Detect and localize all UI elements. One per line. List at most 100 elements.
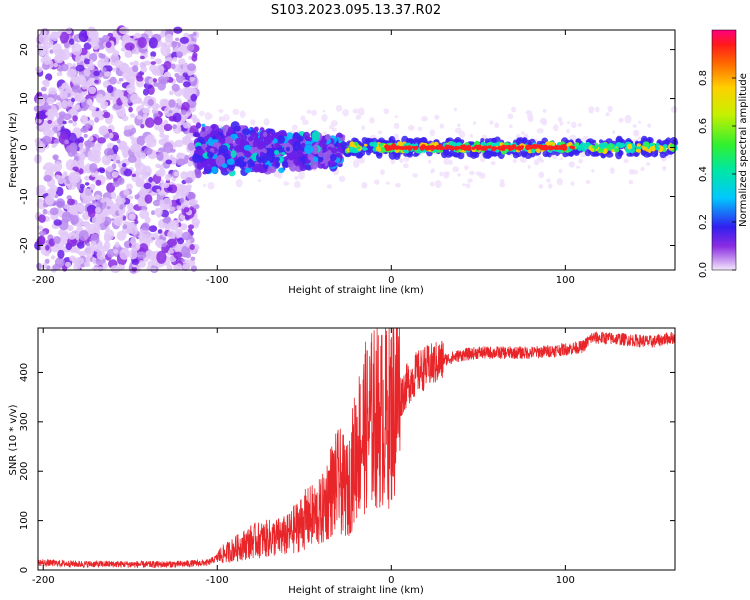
noise-speckle (45, 111, 50, 116)
noise-speckle (67, 198, 75, 206)
noise-speckle (44, 195, 55, 206)
noise-speckle (157, 229, 163, 234)
faint-speckle (326, 184, 333, 189)
carrier-core (643, 141, 650, 148)
noise-speckle (111, 171, 119, 178)
noise-speckle (43, 46, 48, 52)
noise-speckle (58, 229, 65, 236)
colorbar-tick-label: 0.4 (698, 166, 709, 182)
noise-speckle (168, 99, 176, 108)
noise-speckle (104, 229, 115, 241)
noise-speckle (126, 98, 132, 104)
noise-speckle (175, 37, 180, 41)
noise-speckle (168, 206, 175, 212)
faint-speckle (321, 114, 328, 122)
carrier-halo (366, 146, 374, 154)
noise-speckle (130, 143, 140, 153)
carrier-halo (469, 141, 474, 146)
noise-speckle (120, 95, 125, 101)
faint-speckle (263, 118, 270, 126)
faint-speckle (577, 123, 582, 127)
noise-speckle (47, 105, 52, 110)
noise-speckle (106, 142, 115, 150)
noise-speckle (136, 76, 144, 82)
noise-speckle (47, 119, 52, 124)
onset-blob (338, 134, 344, 138)
noise-speckle (163, 60, 172, 70)
faint-speckle (407, 125, 415, 131)
faint-speckle (429, 129, 436, 137)
noise-speckle (72, 120, 77, 127)
faint-speckle (377, 130, 383, 135)
noise-speckle (56, 71, 63, 77)
onset-blob (234, 146, 239, 151)
carrier-peak (444, 147, 448, 150)
noise-speckle (55, 186, 64, 197)
noise-speckle (110, 218, 115, 221)
noise-speckle (90, 240, 97, 247)
noise-speckle (67, 232, 77, 240)
faint-speckle (542, 119, 547, 126)
noise-speckle (75, 203, 85, 212)
carrier-core (637, 148, 641, 153)
noise-speckle (190, 93, 198, 102)
noise-speckle (135, 265, 141, 273)
noise-speckle (94, 117, 100, 123)
carrier-halo (547, 151, 552, 158)
noise-speckle (161, 243, 167, 248)
noise-speckle (53, 236, 61, 244)
onset-blob (201, 126, 206, 132)
noise-speckle (186, 44, 195, 52)
colorbar-tick-label: 0.0 (698, 262, 709, 278)
noise-speckle (172, 56, 178, 62)
noise-speckle (169, 90, 174, 96)
noise-speckle (171, 51, 178, 59)
noise-speckle (142, 107, 151, 114)
noise-speckle (93, 70, 100, 77)
noise-speckle (185, 133, 191, 139)
noise-speckle (173, 219, 180, 225)
carrier-peak (487, 145, 492, 149)
noise-speckle (88, 135, 94, 142)
faint-speckle (576, 165, 581, 169)
faint-speckle (628, 180, 634, 185)
snr-ylabel: SNR (10 * v/v) (8, 404, 19, 475)
noise-speckle (161, 182, 170, 188)
noise-speckle (64, 261, 72, 268)
xtick-label: -100 (206, 275, 229, 286)
faint-speckle (207, 181, 215, 190)
faint-speckle (469, 134, 474, 138)
faint-speckle (670, 106, 678, 113)
ytick-label: 200 (19, 462, 30, 481)
noise-speckle (179, 36, 189, 44)
faint-speckle (232, 108, 240, 115)
noise-speckle (61, 100, 68, 109)
noise-speckle (62, 120, 67, 125)
xtick-label: 0 (388, 575, 394, 586)
faint-speckle (482, 134, 487, 139)
noise-speckle (128, 249, 138, 260)
noise-speckle (185, 252, 192, 259)
carrier-peak (481, 145, 486, 150)
carrier-core (599, 142, 606, 150)
noise-speckle (75, 64, 85, 72)
noise-speckle (172, 112, 182, 123)
noise-speckle (92, 43, 100, 50)
noise-speckle (70, 215, 79, 225)
faint-speckle (512, 159, 517, 163)
noise-speckle (122, 69, 131, 80)
noise-speckle (105, 61, 110, 66)
faint-speckle (624, 114, 632, 124)
carrier-peak (474, 144, 478, 149)
noise-speckle (35, 66, 43, 73)
onset-blob (244, 167, 251, 174)
ytick-label: 10 (19, 92, 30, 105)
carrier-peak (564, 145, 568, 149)
faint-speckle (412, 173, 419, 178)
onset-blob (201, 123, 206, 128)
noise-speckle (87, 78, 96, 85)
carrier-peak (412, 146, 418, 151)
faint-speckle (527, 165, 531, 169)
spectrogram-heatmap (33, 25, 679, 274)
noise-speckle (43, 126, 52, 138)
